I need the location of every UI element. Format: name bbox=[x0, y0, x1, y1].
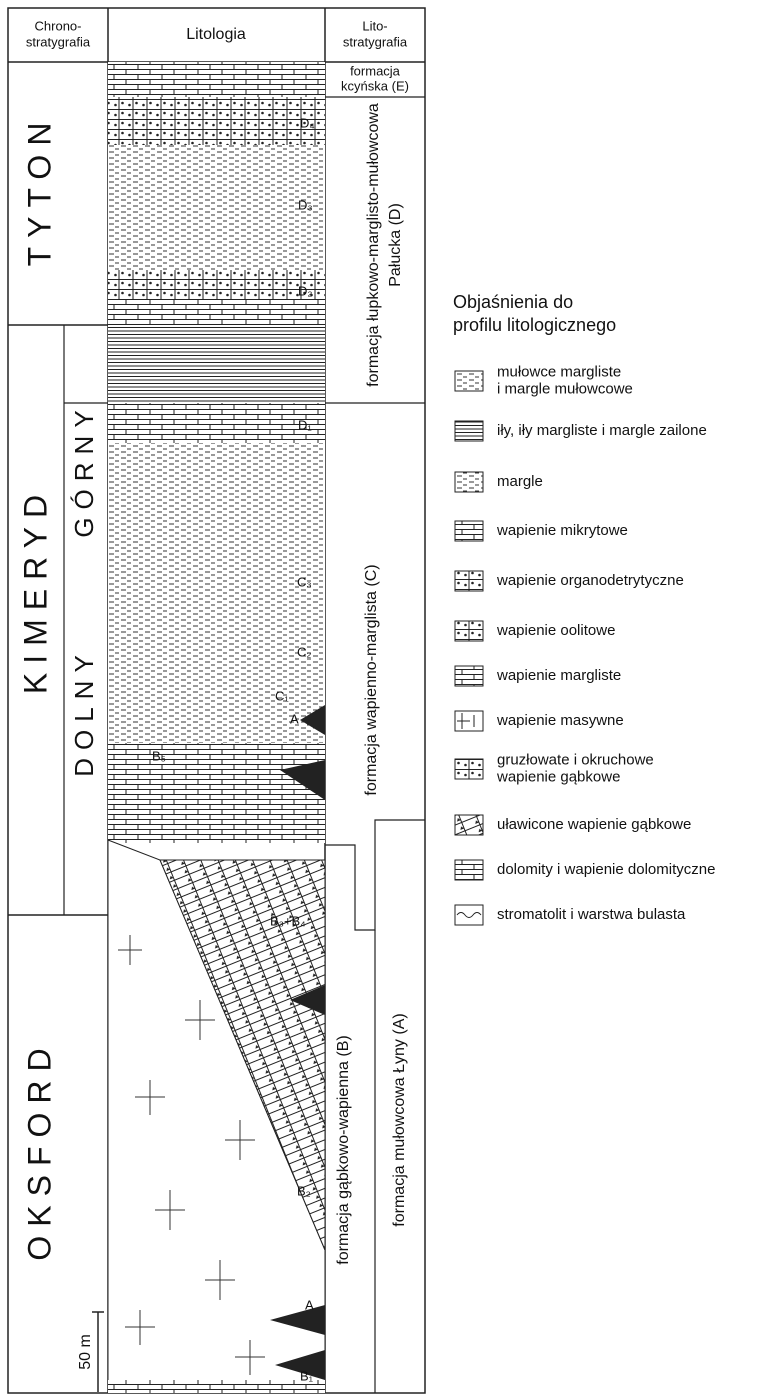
layer bbox=[108, 145, 325, 270]
legend-icon bbox=[455, 666, 483, 686]
header-text: Litologia bbox=[186, 26, 246, 43]
legend-title: profilu litologicznego bbox=[453, 315, 616, 335]
formation-label: kcyńska (E) bbox=[341, 78, 409, 93]
formation-label: formacja bbox=[350, 63, 401, 78]
substage-label: DOLNY bbox=[69, 647, 99, 777]
legend-label: wapienie oolitowe bbox=[496, 622, 615, 639]
unit-label: B₂ bbox=[297, 1183, 311, 1198]
legend-icon bbox=[455, 472, 483, 492]
legend-label: margle bbox=[497, 473, 543, 490]
formation-label: formacja mułowcowa Łyny (A) bbox=[391, 1013, 408, 1226]
unit-label: C₂ bbox=[297, 644, 311, 659]
profile-diagram: Chrono- stratygrafia Litologia Lito- str… bbox=[0, 0, 783, 1399]
legend-icon bbox=[455, 371, 483, 391]
layer bbox=[108, 403, 325, 443]
stage-label: OKSFORD bbox=[21, 1039, 57, 1260]
legend-icon bbox=[455, 905, 483, 925]
legend-label: uławicone wapienie gąbkowe bbox=[497, 816, 691, 833]
legend-label: iły, iły margliste i margle zailone bbox=[497, 422, 707, 439]
header-text: stratygrafia bbox=[26, 34, 91, 49]
unit-label: D₃ bbox=[298, 197, 313, 212]
header-text: Lito- bbox=[362, 18, 387, 33]
legend-label: stromatolit i warstwa bulasta bbox=[497, 906, 686, 923]
legend-label: gruzłowate i okruchowe bbox=[497, 751, 654, 768]
unit-label: A bbox=[305, 1297, 314, 1312]
legend-label: dolomity i wapienie dolomityczne bbox=[497, 861, 715, 878]
formation-label: formacja gąbkowo-wapienna (B) bbox=[335, 1035, 352, 1264]
unit-label: D₁ bbox=[298, 417, 312, 432]
layer bbox=[108, 325, 325, 403]
header-text: Chrono- bbox=[35, 18, 82, 33]
legend-icon bbox=[455, 621, 483, 641]
layer bbox=[108, 1380, 325, 1393]
unit-label: C₁ bbox=[275, 688, 289, 703]
unit-label: D₂ bbox=[298, 283, 312, 298]
layer bbox=[108, 270, 325, 300]
unit-label: A bbox=[290, 711, 299, 726]
formation-label: Pałucka (D) bbox=[387, 203, 404, 287]
header-text: stratygrafia bbox=[343, 34, 408, 49]
scale-label: 50 m bbox=[77, 1334, 94, 1370]
layer bbox=[108, 62, 325, 97]
stage-label: KIMERYD bbox=[17, 486, 53, 694]
legend-title: Objaśnienia do bbox=[453, 292, 573, 312]
unit-label: B₃+B₄ bbox=[270, 913, 306, 928]
layer bbox=[108, 443, 325, 743]
legend-label: wapienie masywne bbox=[496, 712, 624, 729]
legend-icon bbox=[455, 759, 483, 779]
legend-label: wapienie mikrytowe bbox=[496, 522, 628, 539]
legend-icon bbox=[455, 860, 483, 880]
legend-icon bbox=[455, 571, 483, 591]
layer bbox=[108, 300, 325, 325]
layer bbox=[108, 743, 325, 843]
legend-icon bbox=[455, 421, 483, 441]
legend-label: wapienie organodetrytyczne bbox=[496, 572, 684, 589]
legend-label: mułowce margliste bbox=[497, 363, 621, 380]
legend-label: i margle mułowcowe bbox=[497, 380, 633, 397]
legend-label: wapienie gąbkowe bbox=[496, 768, 620, 785]
unit-label: D₄ bbox=[300, 115, 315, 130]
formation-label: formacja łupkowo-marglisto-mułowcowa bbox=[365, 103, 382, 387]
formation-label: formacja wapienno-marglista (C) bbox=[363, 564, 380, 795]
legend-icon bbox=[455, 815, 483, 835]
legend-label: wapienie margliste bbox=[496, 667, 621, 684]
unit-label: B₅ bbox=[152, 748, 166, 763]
unit-label: C₃ bbox=[297, 574, 312, 589]
legend-icon bbox=[455, 521, 483, 541]
substage-label: GÓRNY bbox=[69, 402, 99, 537]
stage-label: TYTON bbox=[21, 114, 57, 267]
layer bbox=[108, 97, 325, 145]
unit-label: B₁ bbox=[300, 1368, 314, 1383]
